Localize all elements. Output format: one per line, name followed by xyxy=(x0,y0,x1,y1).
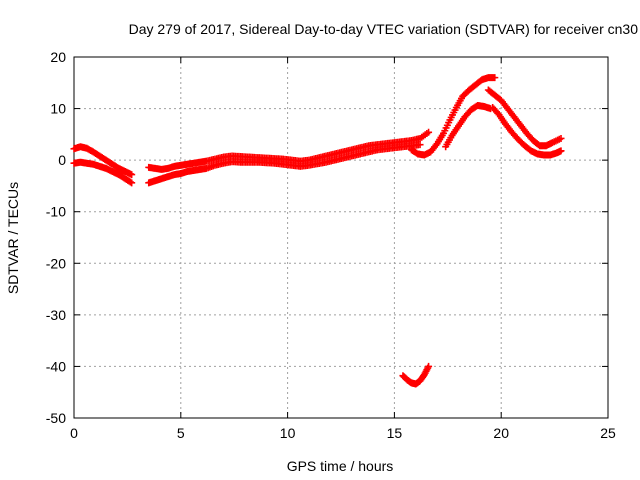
x-tick-label: 10 xyxy=(280,425,296,441)
chart-title: Day 279 of 2017, Sidereal Day-to-day VTE… xyxy=(129,21,639,37)
y-tick-label: -10 xyxy=(46,204,66,220)
data-points xyxy=(70,74,565,388)
data-point xyxy=(128,179,136,187)
y-tick-label: 0 xyxy=(58,152,66,168)
y-tick-label: -40 xyxy=(46,358,66,374)
y-axis-ticks: 20 10 0 -10 -20 -30 -40 -50 xyxy=(46,49,608,426)
y-tick-label: -50 xyxy=(46,410,66,426)
x-axis-label: GPS time / hours xyxy=(287,458,394,474)
data-point xyxy=(491,74,499,82)
data-point xyxy=(128,171,136,179)
x-axis-ticks: 0 5 10 15 20 25 xyxy=(70,57,616,441)
y-axis-label: SDTVAR / TECUs xyxy=(5,182,21,294)
x-tick-label: 25 xyxy=(600,425,616,441)
data-point xyxy=(416,141,424,149)
data-point xyxy=(425,128,433,136)
data-point xyxy=(557,134,565,142)
plot-border xyxy=(73,56,609,419)
y-tick-label: 20 xyxy=(50,49,66,65)
y-tick-label: -30 xyxy=(46,307,66,323)
x-tick-label: 20 xyxy=(493,425,509,441)
x-tick-label: 0 xyxy=(70,425,78,441)
plot-frame xyxy=(73,56,609,419)
data-point xyxy=(557,147,565,155)
data-point xyxy=(126,178,134,186)
data-point xyxy=(425,362,433,370)
y-tick-label: 10 xyxy=(50,101,66,117)
x-tick-label: 15 xyxy=(387,425,403,441)
y-tick-label: -20 xyxy=(46,255,66,271)
x-tick-label: 5 xyxy=(177,425,185,441)
